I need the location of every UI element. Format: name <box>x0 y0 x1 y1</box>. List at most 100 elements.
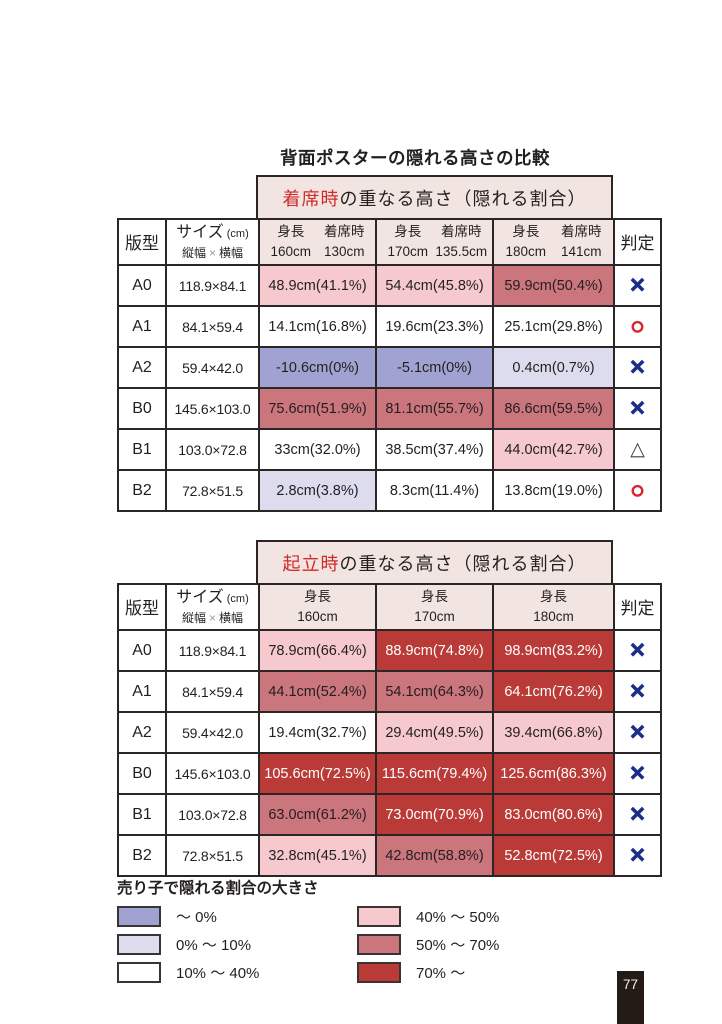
size-column-header: サイズ (cm) 縦幅 × 横幅 <box>165 217 260 266</box>
overlap-cell: 13.8cm(19.0%) <box>492 469 615 512</box>
legend-label: 40% ～ 50% <box>416 909 500 926</box>
judgment-x-icon: ✕ <box>613 793 662 836</box>
height-column-header-160: 身長 160cm <box>258 582 377 631</box>
seated-table-section: 着席時 の重なる高さ（隠れる割合） 版型 サイズ (cm) 縦幅 × 横幅 身長 着席時 … <box>117 175 662 512</box>
size-cell: 72.8×51.5 <box>165 469 260 512</box>
overlap-cell: 59.9cm(50.4%) <box>492 264 615 307</box>
judgment-x-icon: ✕ <box>613 629 662 672</box>
judgment-triangle-icon: △ <box>613 428 662 471</box>
banner-rest: の重なる高さ（隠れる割合） <box>339 553 587 574</box>
overlap-cell: 73.0cm(70.9%) <box>375 793 494 836</box>
size-title: サイズ <box>176 223 224 241</box>
format-cell: A0 <box>117 264 167 307</box>
standing-table: 版型 サイズ (cm) 縦幅 × 横幅 身長 160cm 身長 170cm 身長 18… <box>117 582 662 877</box>
overlap-cell: 78.9cm(66.4%) <box>258 629 377 672</box>
table-row: A0 118.9×84.1 48.9cm(41.1%) 54.4cm(45.8%… <box>117 264 662 307</box>
legend-swatch <box>357 962 401 983</box>
size-cell: 59.4×42.0 <box>165 346 260 389</box>
legend-item: 40% ～ 50% <box>357 906 499 927</box>
overlap-cell: 125.6cm(86.3%) <box>492 752 615 795</box>
size-cell: 145.6×103.0 <box>165 752 260 795</box>
table-row: B1 103.0×72.8 63.0cm(61.2%) 73.0cm(70.9%… <box>117 793 662 836</box>
legend-swatch <box>117 906 161 927</box>
overlap-cell: 8.3cm(11.4%) <box>375 469 494 512</box>
format-cell: A1 <box>117 670 167 713</box>
judgment-column-header: 判定 <box>613 582 662 631</box>
judgment-x-icon: ✕ <box>613 346 662 389</box>
size-cell: 103.0×72.8 <box>165 793 260 836</box>
table-row: B2 72.8×51.5 2.8cm(3.8%) 8.3cm(11.4%) 13… <box>117 469 662 512</box>
header-row: 版型 サイズ (cm) 縦幅 × 横幅 身長 着席時 160cm 130cm 身長 着席時 … <box>117 217 662 266</box>
overlap-cell: 0.4cm(0.7%) <box>492 346 615 389</box>
multiply-sign: × <box>208 245 216 260</box>
format-cell: B1 <box>117 428 167 471</box>
overlap-cell: 19.4cm(32.7%) <box>258 711 377 754</box>
size-cell: 103.0×72.8 <box>165 428 260 471</box>
size-column-header: サイズ (cm) 縦幅 × 横幅 <box>165 582 260 631</box>
overlap-cell: 25.1cm(29.8%) <box>492 305 615 348</box>
overlap-cell: 64.1cm(76.2%) <box>492 670 615 713</box>
size-cell: 145.6×103.0 <box>165 387 260 430</box>
table-row: A1 84.1×59.4 44.1cm(52.4%) 54.1cm(64.3%)… <box>117 670 662 713</box>
judgment-circle-icon: ○ <box>613 305 662 348</box>
overlap-cell: 2.8cm(3.8%) <box>258 469 377 512</box>
multiply-sign: × <box>208 610 216 625</box>
size-unit: (cm) <box>226 227 249 240</box>
overlap-cell: -5.1cm(0%) <box>375 346 494 389</box>
standing-table-banner: 起立時 の重なる高さ（隠れる割合） <box>256 540 613 585</box>
standing-table-section: 起立時 の重なる高さ（隠れる割合） 版型 サイズ (cm) 縦幅 × 横幅 身長 160… <box>117 540 662 877</box>
overlap-cell: 39.4cm(66.8%) <box>492 711 615 754</box>
height-column-header-160: 身長 着席時 160cm 130cm <box>258 217 377 266</box>
seated-table: 版型 サイズ (cm) 縦幅 × 横幅 身長 着席時 160cm 130cm 身長 着席時 … <box>117 217 662 512</box>
height-column-header-170: 身長 170cm <box>375 582 494 631</box>
size-cell: 84.1×59.4 <box>165 670 260 713</box>
overlap-cell: 98.9cm(83.2%) <box>492 629 615 672</box>
overlap-cell: 44.1cm(52.4%) <box>258 670 377 713</box>
judgment-circle-icon: ○ <box>613 469 662 512</box>
format-cell: B0 <box>117 752 167 795</box>
overlap-cell: 83.0cm(80.6%) <box>492 793 615 836</box>
format-cell: A2 <box>117 346 167 389</box>
banner-emphasis: 着席時 <box>282 188 340 209</box>
table-row: B2 72.8×51.5 32.8cm(45.1%) 42.8cm(58.8%)… <box>117 834 662 877</box>
legend-label: 10% ～ 40% <box>176 965 260 982</box>
page-number: 77 <box>617 971 644 1024</box>
legend: 売り子で隠れる割合の大きさ ～ 0% 0% ～ 10% 10% ～ 40% 40… <box>117 876 597 983</box>
size-cell: 72.8×51.5 <box>165 834 260 877</box>
overlap-cell: 48.9cm(41.1%) <box>258 264 377 307</box>
table-row: A0 118.9×84.1 78.9cm(66.4%) 88.9cm(74.8%… <box>117 629 662 672</box>
format-cell: B2 <box>117 834 167 877</box>
legend-item: 50% ～ 70% <box>357 934 499 955</box>
judgment-column-header: 判定 <box>613 217 662 266</box>
overlap-cell: 105.6cm(72.5%) <box>258 752 377 795</box>
format-cell: B0 <box>117 387 167 430</box>
table-row: A2 59.4×42.0 19.4cm(32.7%) 29.4cm(49.5%)… <box>117 711 662 754</box>
judgment-x-icon: ✕ <box>613 387 662 430</box>
page-title: 背面ポスターの隠れる高さの比較 <box>280 148 550 168</box>
banner-rest: の重なる高さ（隠れる割合） <box>339 188 587 209</box>
judgment-x-icon: ✕ <box>613 711 662 754</box>
judgment-x-icon: ✕ <box>613 670 662 713</box>
table-row: B0 145.6×103.0 105.6cm(72.5%) 115.6cm(79… <box>117 752 662 795</box>
legend-swatch <box>117 934 161 955</box>
overlap-cell: 63.0cm(61.2%) <box>258 793 377 836</box>
legend-label: 0% ～ 10% <box>176 937 252 954</box>
overlap-cell: 88.9cm(74.8%) <box>375 629 494 672</box>
overlap-cell: 42.8cm(58.8%) <box>375 834 494 877</box>
legend-item: 10% ～ 40% <box>117 962 357 983</box>
overlap-cell: -10.6cm(0%) <box>258 346 377 389</box>
legend-label: ～ 0% <box>176 909 217 926</box>
legend-item: 0% ～ 10% <box>117 934 357 955</box>
overlap-cell: 54.1cm(64.3%) <box>375 670 494 713</box>
legend-title: 売り子で隠れる割合の大きさ <box>117 880 319 897</box>
legend-item: ～ 0% <box>117 906 357 927</box>
overlap-cell: 81.1cm(55.7%) <box>375 387 494 430</box>
judgment-x-icon: ✕ <box>613 752 662 795</box>
banner-emphasis: 起立時 <box>282 553 340 574</box>
size-cell: 118.9×84.1 <box>165 629 260 672</box>
seated-table-banner: 着席時 の重なる高さ（隠れる割合） <box>256 175 613 220</box>
overlap-cell: 44.0cm(42.7%) <box>492 428 615 471</box>
size-unit: (cm) <box>226 592 249 605</box>
format-cell: A2 <box>117 711 167 754</box>
overlap-cell: 19.6cm(23.3%) <box>375 305 494 348</box>
